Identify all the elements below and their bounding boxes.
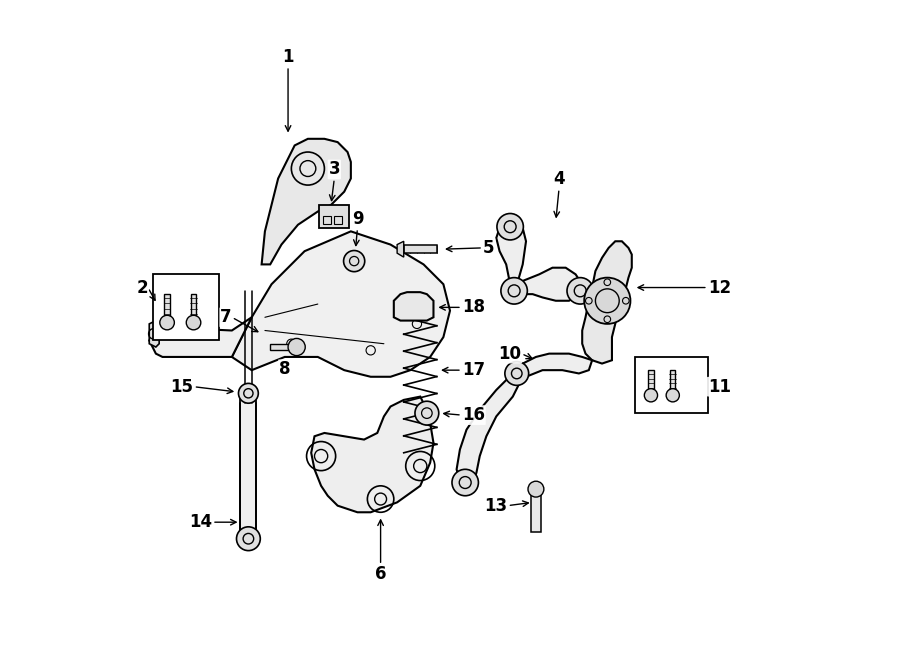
Bar: [531, 486, 541, 532]
FancyBboxPatch shape: [635, 357, 707, 413]
Text: 1: 1: [283, 48, 293, 66]
Polygon shape: [149, 317, 252, 357]
Circle shape: [567, 278, 593, 304]
Circle shape: [497, 214, 524, 240]
Polygon shape: [311, 397, 434, 512]
Text: 2: 2: [136, 278, 148, 297]
Bar: [323, 216, 331, 224]
Bar: [191, 294, 196, 324]
Polygon shape: [496, 221, 526, 288]
Polygon shape: [232, 231, 450, 377]
Circle shape: [505, 362, 528, 385]
Bar: [165, 294, 170, 324]
Circle shape: [452, 469, 479, 496]
Polygon shape: [394, 292, 434, 321]
Text: 16: 16: [462, 406, 485, 424]
Circle shape: [528, 481, 544, 497]
Text: 12: 12: [707, 278, 731, 297]
Circle shape: [644, 389, 658, 402]
Text: 11: 11: [707, 377, 731, 396]
Text: 7: 7: [220, 308, 232, 327]
Bar: [334, 216, 342, 224]
Circle shape: [501, 278, 527, 304]
Polygon shape: [262, 139, 351, 264]
Text: 5: 5: [483, 239, 495, 257]
Circle shape: [238, 383, 258, 403]
Bar: [240, 397, 256, 542]
Bar: [648, 370, 653, 397]
Polygon shape: [149, 321, 159, 347]
Circle shape: [186, 315, 201, 330]
Circle shape: [584, 278, 631, 324]
Text: 4: 4: [554, 171, 565, 188]
FancyBboxPatch shape: [153, 274, 219, 340]
Polygon shape: [513, 268, 582, 301]
Circle shape: [160, 315, 175, 330]
Text: 14: 14: [189, 513, 212, 531]
Circle shape: [237, 527, 260, 551]
Polygon shape: [397, 241, 404, 257]
Text: 9: 9: [352, 210, 364, 228]
Polygon shape: [456, 367, 526, 486]
Bar: [404, 245, 436, 253]
Text: 8: 8: [279, 360, 291, 378]
Text: 13: 13: [484, 496, 508, 515]
Circle shape: [288, 338, 305, 356]
Text: 17: 17: [462, 361, 485, 379]
Circle shape: [415, 401, 439, 425]
Circle shape: [344, 251, 364, 272]
Text: 15: 15: [170, 377, 194, 396]
Text: 18: 18: [462, 298, 485, 317]
Polygon shape: [513, 354, 592, 380]
Bar: [670, 370, 675, 397]
Text: 6: 6: [374, 565, 386, 583]
Bar: [270, 344, 297, 350]
Text: 3: 3: [328, 161, 340, 178]
Circle shape: [666, 389, 680, 402]
Bar: [320, 205, 349, 228]
Polygon shape: [582, 241, 632, 364]
Text: 10: 10: [499, 344, 521, 363]
